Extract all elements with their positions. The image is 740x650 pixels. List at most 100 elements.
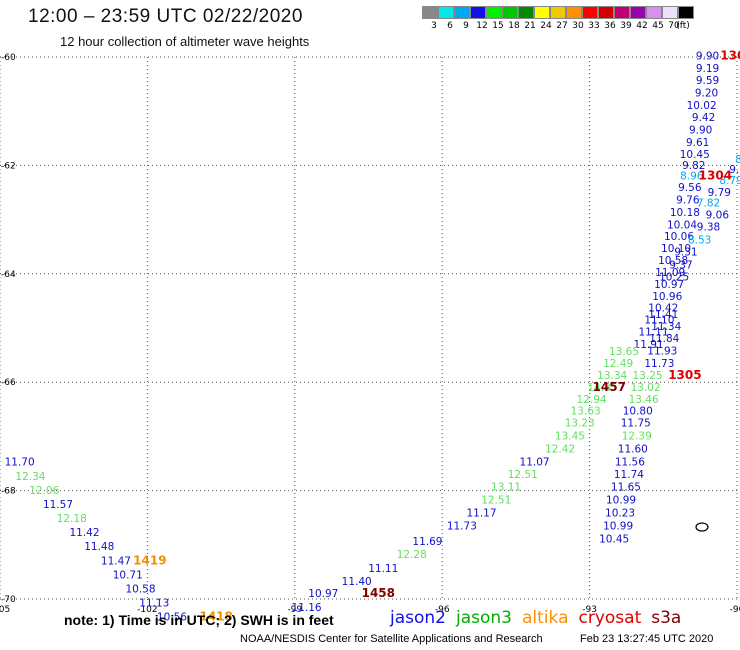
color-swatch xyxy=(550,6,566,19)
color-scale-labels: 3 6 9 12 15 18 21 24 27 30 33 36 39 42 45 70 (ft) xyxy=(422,19,740,33)
wave-height-value: 11.69 xyxy=(412,536,442,548)
wave-height-value: 13.34 xyxy=(597,370,627,382)
wave-height-value: 9.90 xyxy=(689,124,712,136)
lat-tick-label: -70 xyxy=(1,595,16,605)
wave-height-value: 12.39 xyxy=(622,431,652,443)
lon-tick-label: -105 xyxy=(0,605,10,615)
wave-height-value: 10.10 xyxy=(661,243,691,255)
wave-height-value: 11.73 xyxy=(447,521,477,533)
color-swatch xyxy=(678,6,694,19)
wave-height-value: 10.25 xyxy=(659,271,689,283)
lat-tick-label: -64 xyxy=(1,270,16,280)
wave-height-value: 13.11 xyxy=(491,482,521,494)
wave-height-value: 10.18 xyxy=(670,207,700,219)
wave-height-value: 11.40 xyxy=(342,576,372,588)
wave-height-value: 10.42 xyxy=(648,303,678,315)
lat-tick-label: -68 xyxy=(1,487,16,497)
wave-height-value: 11.65 xyxy=(611,482,641,494)
lat-tick-label: -62 xyxy=(1,161,16,171)
wave-height-value: 9.20 xyxy=(695,88,718,100)
wave-height-value: 9.05 xyxy=(729,164,740,176)
color-scale-label: 45 xyxy=(652,21,664,31)
color-scale-label: 33 xyxy=(588,21,600,31)
wave-height-value: 12.51 xyxy=(508,469,538,481)
wave-height-value: 13.46 xyxy=(629,394,659,406)
color-scale-label: 30 xyxy=(572,21,584,31)
wave-height-value: 11.16 xyxy=(292,602,322,614)
color-scale-label: 9 xyxy=(463,21,469,31)
lon-tick-label: -96 xyxy=(435,605,450,615)
color-swatch xyxy=(438,6,454,19)
wave-height-value: 10.58 xyxy=(658,255,688,267)
island-outline xyxy=(695,522,709,532)
wave-height-value: 12.49 xyxy=(603,358,633,370)
wave-height-value: 11.48 xyxy=(84,541,114,553)
wave-height-value: 11.34 xyxy=(651,321,681,333)
color-swatch xyxy=(646,6,662,19)
color-scale-label: 42 xyxy=(636,21,648,31)
pass-label: 1303 xyxy=(720,49,740,63)
wave-height-value: 11.73 xyxy=(644,358,674,370)
pass-label: 1457 xyxy=(593,380,626,394)
lon-tick-label: -102 xyxy=(137,605,157,615)
wave-height-value: 11.91 xyxy=(634,339,664,351)
color-scale-label: 27 xyxy=(556,21,568,31)
color-scale-swatches xyxy=(422,6,740,19)
wave-height-value: 8.96 xyxy=(680,170,704,182)
pass-label: 1304 xyxy=(699,168,732,182)
wave-height-value: 11.11 xyxy=(638,327,668,339)
color-scale-unit: (ft) xyxy=(676,21,690,31)
wave-height-value: 11.70 xyxy=(5,457,35,469)
color-swatch xyxy=(630,6,646,19)
wave-height-value: 11.93 xyxy=(647,346,677,358)
wave-height-value: 14.85 xyxy=(587,382,617,394)
wave-height-value: 13.23 xyxy=(565,418,595,430)
wave-height-value: 7.82 xyxy=(697,198,720,210)
wave-height-value: 9.59 xyxy=(696,75,719,87)
wave-height-value: 12.94 xyxy=(577,394,607,406)
pass-label: 1418 xyxy=(199,610,232,624)
wave-height-value: 11.13 xyxy=(139,598,169,610)
legend-entry-jason3: jason3 xyxy=(456,608,512,628)
lat-tick-label: -66 xyxy=(1,378,16,388)
wave-height-value: 11.75 xyxy=(621,418,651,430)
wave-height-value: 9.31 xyxy=(674,246,697,258)
wave-height-value: 9.38 xyxy=(697,221,720,233)
wave-height-value: 9.56 xyxy=(678,182,702,194)
wave-height-value: 8.53 xyxy=(688,234,711,246)
color-scale-label: 70 xyxy=(668,21,680,31)
wave-height-value: 13.25 xyxy=(633,370,663,382)
color-swatch xyxy=(534,6,550,19)
color-swatch xyxy=(598,6,614,19)
wave-height-value: 10.99 xyxy=(603,521,633,533)
legend-entry-cryosat: cryosat xyxy=(578,608,642,628)
color-swatch xyxy=(614,6,630,19)
wave-height-value: 10.80 xyxy=(623,406,653,418)
wave-height-value: 10.71 xyxy=(113,569,143,581)
wave-height-value: 10.56 xyxy=(157,612,187,624)
wave-height-value: 11.41 xyxy=(648,309,678,321)
wave-height-value: 11.10 xyxy=(644,315,674,327)
credit-line: NOAA/NESDIS Center for Satellite Applica… xyxy=(240,633,543,645)
wave-height-value: 9.79 xyxy=(708,187,731,199)
color-scale-label: 15 xyxy=(492,21,504,31)
color-swatch xyxy=(502,6,518,19)
wave-height-value: 12.34 xyxy=(15,471,45,483)
wave-height-value: 11.17 xyxy=(466,508,496,520)
color-scale-label: 21 xyxy=(524,21,536,31)
legend-entry-altika: altika xyxy=(522,608,569,628)
page-title: 12:00 – 23:59 UTC 02/22/2020 xyxy=(28,6,303,27)
wave-height-value: 11.84 xyxy=(649,333,679,345)
wave-height-value: 9.76 xyxy=(676,194,700,206)
color-scale-label: 12 xyxy=(476,21,488,31)
wave-height-value: 11.74 xyxy=(614,469,644,481)
wave-height-value: 11.09 xyxy=(655,267,685,279)
wave-height-value: 10.45 xyxy=(680,149,710,161)
color-swatch xyxy=(566,6,582,19)
wave-height-value: 10.96 xyxy=(652,291,682,303)
wave-height-value: 10.02 xyxy=(687,100,717,112)
wave-height-value: 12.06 xyxy=(29,485,59,497)
wave-height-value: 11.11 xyxy=(368,563,398,575)
color-scale-label: 3 xyxy=(431,21,437,31)
